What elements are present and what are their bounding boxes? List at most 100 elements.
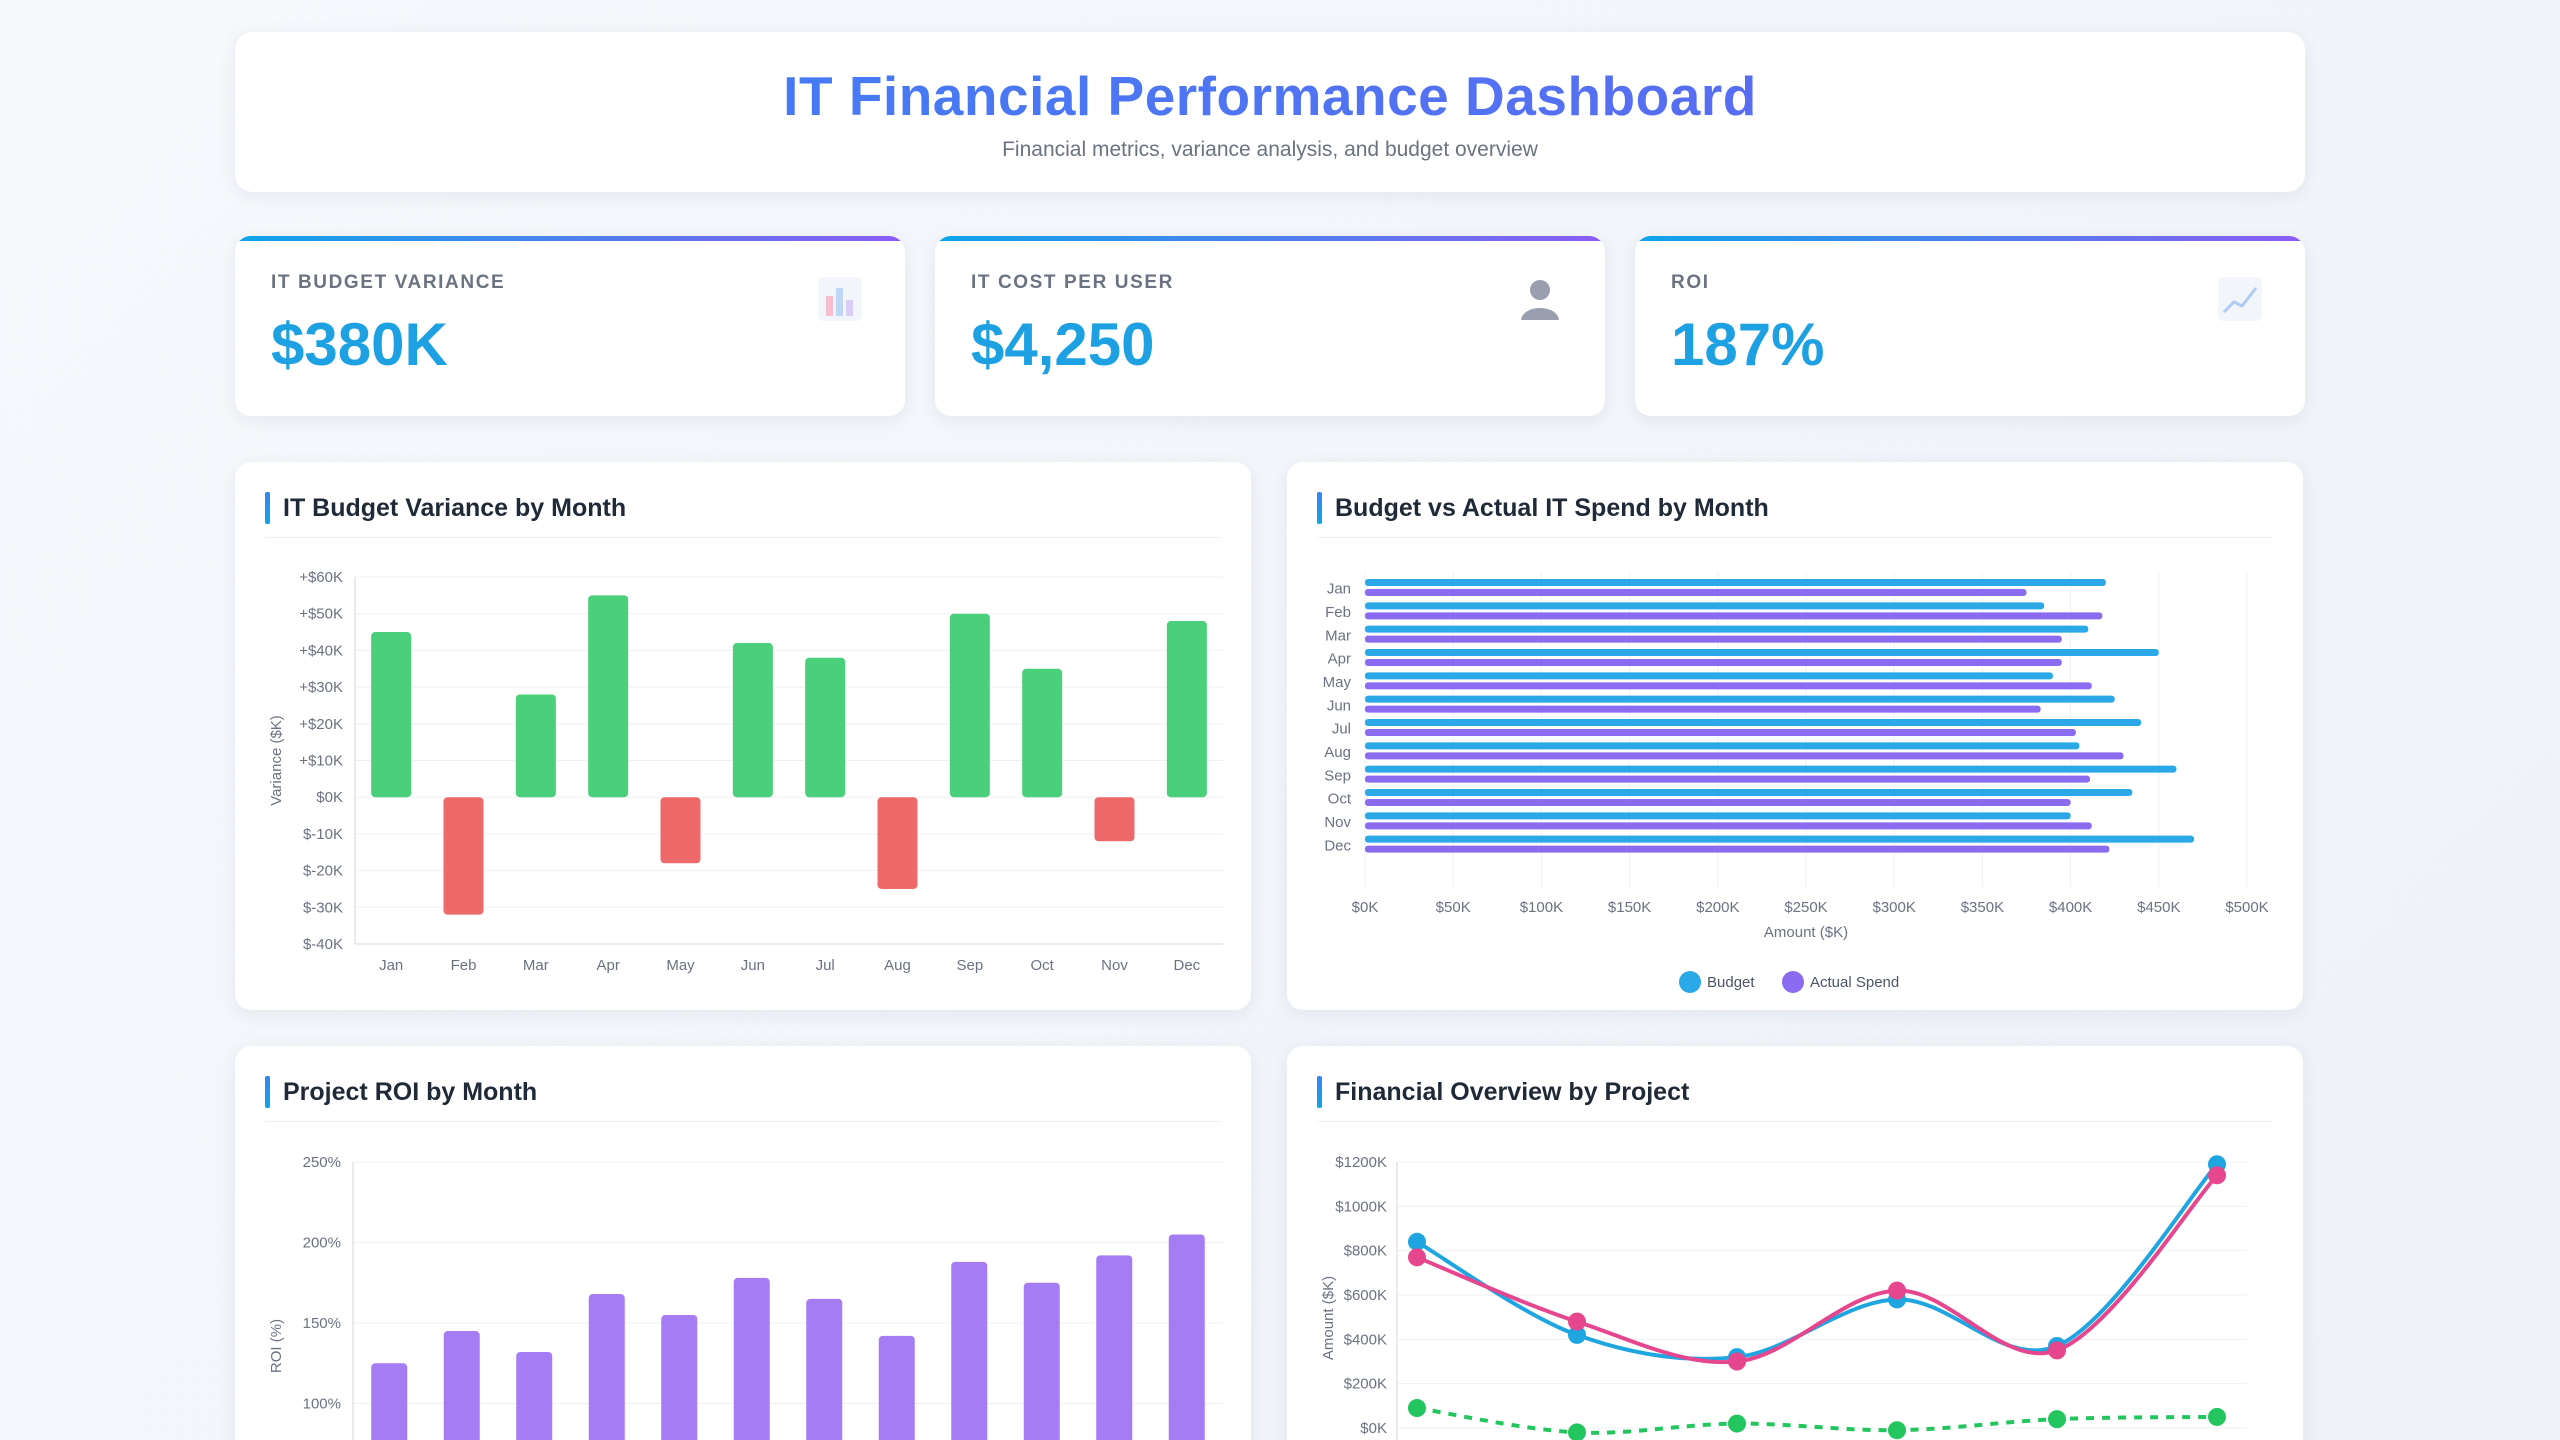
x-tick-label: May [666, 957, 695, 974]
variance-bar [1094, 797, 1135, 842]
budget-actual-chart-panel: Budget vs Actual IT Spend by Month $0K $5… [1287, 462, 2303, 1010]
roi-bar [951, 1261, 988, 1440]
roi-bar [1023, 1282, 1060, 1440]
series-point-0 [1568, 1325, 1586, 1344]
actual-bar [1365, 589, 2027, 596]
dashboard-header: IT Financial Performance Dashboard Finan… [235, 32, 2305, 192]
x-tick-label: Aug [884, 957, 911, 974]
budget-bar [1365, 765, 2177, 773]
bar-chart-icon [818, 277, 862, 321]
roi-bar [806, 1298, 843, 1440]
variance-bar [805, 657, 846, 798]
roi-bar [588, 1294, 625, 1440]
kpi-card-cost-per-user: IT COST PER USER $4,250 [935, 236, 1605, 416]
variance-bar [660, 797, 701, 864]
page-subtitle: Financial metrics, variance analysis, an… [1002, 138, 1538, 161]
x-axis-label: Amount ($K) [1764, 924, 1848, 941]
variance-bar [1166, 621, 1207, 798]
x-tick-label: $250K [1784, 899, 1827, 916]
series-point-1 [1408, 1248, 1426, 1267]
y-tick-label: +$50K [299, 606, 343, 623]
overview-chart-panel: Financial Overview by Project $1200K $100… [1287, 1046, 2303, 1440]
y-tick-label: +$20K [299, 716, 343, 733]
x-tick-label: $300K [1873, 899, 1916, 916]
actual-bar [1365, 682, 2092, 690]
roi-chart-panel: Project ROI by Month 250% 200% 150% 100% ROI… [235, 1046, 1251, 1440]
budget-bar [1365, 742, 2080, 750]
x-tick-label: $500K [2225, 899, 2268, 916]
variance-bar [371, 632, 412, 798]
variance-bar [588, 595, 629, 798]
x-tick-label: $100K [1520, 899, 1563, 916]
kpi-label: ROI [1671, 272, 1710, 293]
variance-chart-panel: IT Budget Variance by Month +$60K +$50K +$… [235, 462, 1251, 1010]
y-tick-label: 150% [303, 1315, 341, 1332]
budget-bar [1365, 835, 2195, 843]
variance-bar [1022, 668, 1063, 798]
y-tick-label: 100% [303, 1396, 341, 1413]
kpi-value: $4,250 [971, 311, 1155, 378]
series-point-2 [1568, 1423, 1586, 1440]
x-tick-label: $350K [1961, 899, 2004, 916]
actual-bar [1365, 752, 2124, 760]
kpi-value: 187% [1671, 311, 1825, 378]
y-tick-label: $200K [1344, 1376, 1387, 1393]
budget-bar [1365, 719, 2142, 726]
roi-bar [443, 1331, 480, 1440]
y-tick-label: $0K [1360, 1420, 1387, 1437]
y-tick-label: +$40K [299, 642, 343, 659]
user-icon [1521, 280, 1559, 320]
series-point-1 [1568, 1312, 1586, 1331]
series-line-1 [1416, 1173, 2219, 1365]
actual-bar [1365, 822, 2092, 830]
roi-bar [878, 1335, 915, 1440]
variance-bar [949, 613, 990, 798]
y-tick-label: $400K [1344, 1331, 1387, 1348]
actual-bar [1365, 799, 2071, 806]
y-axis-label: Amount ($K) [1320, 1276, 1337, 1360]
series-point-1 [1888, 1281, 1906, 1300]
y-tick-label: May [1323, 674, 1352, 691]
kpi-value: $380K [271, 311, 448, 378]
page-title: IT Financial Performance Dashboard [235, 64, 2305, 128]
y-tick-label: $600K [1344, 1287, 1387, 1304]
x-tick-label: $0K [1352, 899, 1379, 916]
panel-title: Project ROI by Month [265, 1076, 1221, 1122]
x-tick-label: $150K [1608, 899, 1651, 916]
y-tick-label: Sep [1324, 767, 1351, 784]
x-tick-label: $400K [2049, 899, 2092, 916]
roi-bar-chart: 250% 200% 150% 100% ROI (%) [268, 1154, 1223, 1440]
x-tick-label: Oct [1030, 957, 1054, 974]
actual-bar [1365, 659, 2062, 666]
y-tick-label: Apr [1328, 651, 1351, 668]
y-tick-label: 200% [303, 1235, 341, 1252]
legend-label-actual: Actual Spend [1810, 974, 1899, 991]
roi-bar [516, 1351, 553, 1440]
series-point-2 [1888, 1421, 1906, 1440]
series-point-1 [2208, 1166, 2226, 1185]
y-tick-label: Jul [1332, 721, 1351, 738]
series-point-2 [2208, 1407, 2226, 1426]
kpi-card-budget-variance: IT BUDGET VARIANCE $380K [235, 236, 905, 416]
kpi-label: IT BUDGET VARIANCE [271, 272, 506, 293]
x-tick-label: $450K [2137, 899, 2180, 916]
series-line-0 [1415, 1162, 2219, 1361]
y-tick-label: +$30K [299, 679, 343, 696]
roi-bar [1096, 1255, 1133, 1440]
roi-bar [371, 1363, 408, 1440]
y-tick-label: +$10K [299, 753, 343, 770]
series-point-2 [2048, 1410, 2066, 1429]
y-tick-label: Aug [1324, 744, 1351, 761]
panel-title: IT Budget Variance by Month [265, 492, 1221, 538]
roi-bar [733, 1277, 770, 1440]
y-tick-label: 250% [303, 1154, 341, 1171]
kpi-card-roi: ROI 187% [1635, 236, 2305, 416]
variance-bar [732, 643, 773, 798]
actual-bar [1365, 729, 2076, 736]
actual-bar [1365, 775, 2091, 783]
x-tick-label: Feb [451, 957, 477, 974]
budget-bar [1365, 695, 2115, 703]
overview-line-chart: $1200K $1000K $800K $600K $400K $200K $0K Amoun… [1320, 1154, 2247, 1440]
roi-bar [661, 1314, 698, 1440]
y-tick-label: $-10K [303, 826, 343, 843]
